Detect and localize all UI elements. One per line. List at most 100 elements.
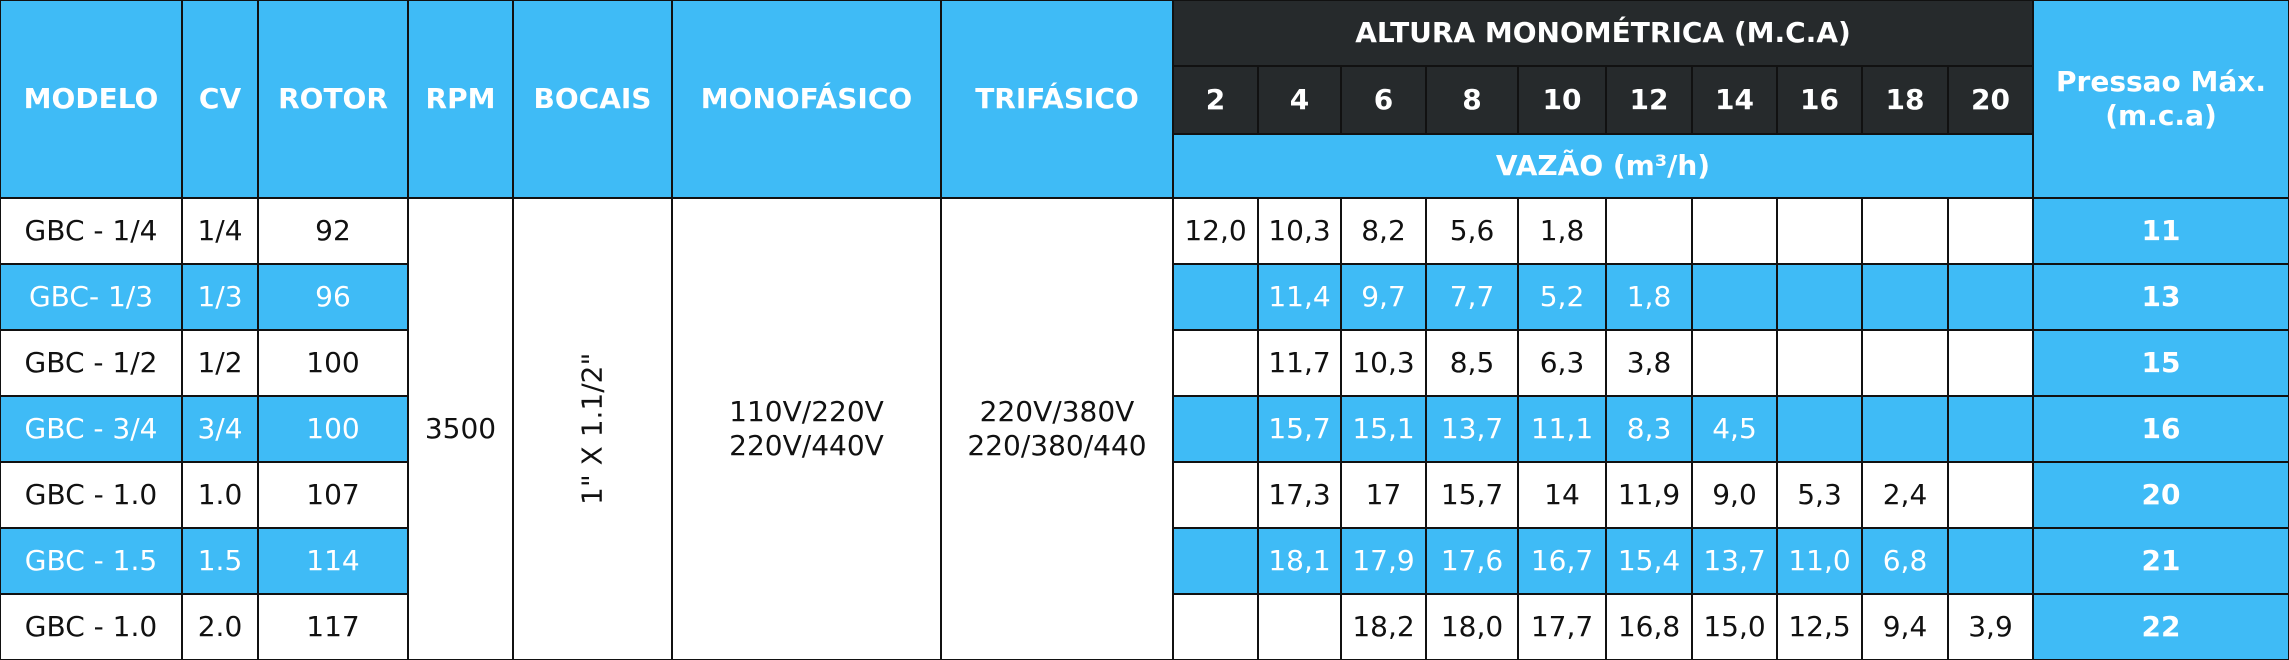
flow-cell: 9,4 <box>1863 595 1947 659</box>
flow-cell: 10,3 <box>1342 331 1425 395</box>
pressure-title: Pressao Máx. (m.c.a) <box>2034 1 2288 197</box>
cell-text: 12 <box>1629 83 1669 117</box>
cell-text: 1/2 <box>197 346 243 380</box>
flow-cell: 8,2 <box>1342 199 1425 263</box>
flow-cell: 13,7 <box>1693 529 1776 593</box>
flow-cell: 15,7 <box>1259 397 1340 461</box>
cell-text: 17,9 <box>1352 544 1415 578</box>
flow-cell: 5,3 <box>1778 463 1861 527</box>
cell-text: 1.0 <box>197 478 243 512</box>
pressure-cell: 15 <box>2034 331 2288 395</box>
flow-cell: 8,5 <box>1427 331 1517 395</box>
header-cell: MONOFÁSICO <box>673 1 940 197</box>
cv-cell: 1/2 <box>183 331 257 395</box>
cell-text: 9,7 <box>1361 280 1406 314</box>
cell-text: 15,1 <box>1352 412 1415 446</box>
cv-cell: 1/4 <box>183 199 257 263</box>
cell-text: 5,3 <box>1797 478 1842 512</box>
flow-cell <box>1174 595 1257 659</box>
flow-cell: 8,3 <box>1607 397 1691 461</box>
flow-cell: 9,7 <box>1342 265 1425 329</box>
cell-text: GBC- 1/3 <box>28 280 154 314</box>
cell-text: 6,8 <box>1882 544 1928 578</box>
vazao-title: VAZÃO (m³/h) <box>1174 135 2032 197</box>
cell-text: 1" X 1.1/2" <box>575 352 609 506</box>
tri-cell: 220V/380V 220/380/440 <box>942 199 1172 659</box>
height-cell: 6 <box>1342 67 1425 133</box>
flow-cell <box>1174 529 1257 593</box>
flow-cell: 5,2 <box>1519 265 1605 329</box>
cell-text: 11,9 <box>1617 478 1681 512</box>
cell-text: 2 <box>1205 83 1226 117</box>
cell-text: 8,2 <box>1361 214 1406 248</box>
rotor-cell: 96 <box>259 265 407 329</box>
cell-text: 21 <box>2141 544 2181 578</box>
flow-cell <box>1863 331 1947 395</box>
flow-cell <box>1174 331 1257 395</box>
pressure-cell: 16 <box>2034 397 2288 461</box>
cell-text: 11,7 <box>1268 346 1331 380</box>
modelo-cell: GBC - 1.5 <box>1 529 181 593</box>
flow-cell: 17,3 <box>1259 463 1340 527</box>
cell-text: 8,3 <box>1626 412 1672 446</box>
modelo-cell: GBC - 3/4 <box>1 397 181 461</box>
cell-text: 20 <box>2141 478 2181 512</box>
cell-text: 96 <box>315 280 351 314</box>
cell-text: 5,6 <box>1449 214 1495 248</box>
flow-cell: 7,7 <box>1427 265 1517 329</box>
flow-cell: 11,4 <box>1259 265 1340 329</box>
flow-cell <box>1949 199 2032 263</box>
modelo-cell: GBC - 1/2 <box>1 331 181 395</box>
flow-cell: 2,4 <box>1863 463 1947 527</box>
flow-cell <box>1949 397 2032 461</box>
flow-cell: 3,9 <box>1949 595 2032 659</box>
header-cell: BOCAIS <box>514 1 671 197</box>
cell-text: 16 <box>1800 83 1839 117</box>
flow-cell <box>1778 397 1861 461</box>
flow-cell: 5,6 <box>1427 199 1517 263</box>
cell-text: 10,3 <box>1352 346 1415 380</box>
cell-text: 114 <box>306 544 360 578</box>
flow-cell: 15,1 <box>1342 397 1425 461</box>
cell-text: 220V/440V <box>729 429 884 462</box>
height-cell: 4 <box>1259 67 1340 133</box>
pressure-cell: 20 <box>2034 463 2288 527</box>
cell-text: 1,8 <box>1539 214 1585 248</box>
flow-cell: 13,7 <box>1427 397 1517 461</box>
flow-cell <box>1607 199 1691 263</box>
flow-cell <box>1174 265 1257 329</box>
flow-cell: 17,6 <box>1427 529 1517 593</box>
flow-cell <box>1174 463 1257 527</box>
cell-text: CV <box>198 82 242 116</box>
flow-cell: 17,7 <box>1519 595 1605 659</box>
cell-text: 13,7 <box>1440 412 1504 446</box>
flow-cell <box>1863 265 1947 329</box>
flow-cell <box>1778 331 1861 395</box>
flow-cell: 6,3 <box>1519 331 1605 395</box>
height-cell: 20 <box>1949 67 2032 133</box>
flow-cell <box>1949 529 2032 593</box>
cell-text: 107 <box>306 478 360 512</box>
cv-cell: 2.0 <box>183 595 257 659</box>
cell-text: 6 <box>1373 83 1394 117</box>
cell-text: 3,9 <box>1968 610 2013 644</box>
cell-text: 3/4 <box>197 412 243 446</box>
flow-cell: 1,8 <box>1607 265 1691 329</box>
header-cell: CV <box>183 1 257 197</box>
flow-cell <box>1778 199 1861 263</box>
cell-text: 18 <box>1885 83 1925 117</box>
cv-cell: 1.0 <box>183 463 257 527</box>
cell-text: ROTOR <box>278 82 388 116</box>
flow-cell: 9,0 <box>1693 463 1776 527</box>
flow-cell: 6,8 <box>1863 529 1947 593</box>
cell-text: 6,3 <box>1539 346 1585 380</box>
cell-text: 13,7 <box>1703 544 1766 578</box>
pressure-cell: 13 <box>2034 265 2288 329</box>
cell-text: GBC - 3/4 <box>24 412 158 446</box>
cv-cell: 1.5 <box>183 529 257 593</box>
modelo-cell: GBC - 1/4 <box>1 199 181 263</box>
cell-text: VAZÃO (m³/h) <box>1495 149 1711 183</box>
bocais-cell: 1" X 1.1/2" <box>514 199 671 659</box>
cell-text: 15,0 <box>1703 610 1766 644</box>
flow-cell: 11,0 <box>1778 529 1861 593</box>
